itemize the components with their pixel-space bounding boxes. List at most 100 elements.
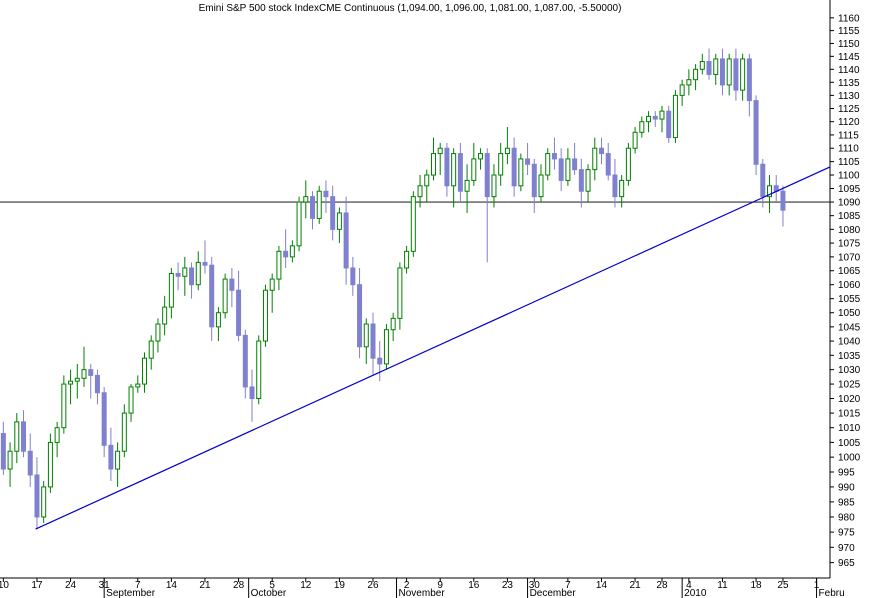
x-tick-label: 9 bbox=[437, 580, 443, 591]
candle-body bbox=[148, 340, 154, 359]
candle-body bbox=[578, 169, 584, 192]
y-tick-label: 1050 bbox=[838, 308, 861, 319]
candle-body bbox=[236, 289, 242, 336]
y-tick-label: 1085 bbox=[838, 211, 861, 222]
candle-body bbox=[14, 421, 20, 452]
y-tick-label: 975 bbox=[838, 528, 855, 539]
candle-body bbox=[289, 245, 295, 258]
y-tick-label: 1095 bbox=[838, 184, 861, 195]
x-tick-label: 5 bbox=[269, 580, 275, 591]
candle-body bbox=[478, 153, 484, 160]
candle-body bbox=[719, 58, 725, 86]
y-tick-label: 1150 bbox=[838, 39, 860, 50]
candle-body bbox=[733, 58, 739, 91]
candle-body bbox=[545, 153, 551, 176]
y-tick-label: 1030 bbox=[838, 365, 861, 376]
candle-body bbox=[168, 273, 174, 308]
y-tick-label: 1055 bbox=[838, 294, 861, 305]
y-tick-label: 1060 bbox=[838, 280, 861, 291]
candle-body bbox=[94, 374, 100, 394]
candle-body bbox=[0, 433, 6, 470]
x-tick-label: 28 bbox=[233, 580, 245, 591]
candle-body bbox=[128, 386, 134, 414]
candle-body bbox=[68, 380, 74, 385]
candle-body bbox=[370, 323, 376, 359]
y-tick-label: 1075 bbox=[838, 239, 861, 250]
y-tick-label: 1090 bbox=[838, 198, 861, 209]
y-tick-label: 1130 bbox=[838, 91, 860, 102]
x-tick-label: 23 bbox=[502, 580, 514, 591]
y-tick-label: 1045 bbox=[838, 322, 861, 333]
candle-body bbox=[316, 190, 322, 219]
x-tick-label: 24 bbox=[65, 580, 77, 591]
candle-body bbox=[262, 289, 268, 342]
candle-body bbox=[639, 121, 645, 133]
candle-body bbox=[202, 261, 208, 266]
candle-body bbox=[343, 212, 349, 269]
candle-body bbox=[283, 250, 289, 258]
candle-body bbox=[135, 383, 141, 388]
candle-body bbox=[383, 329, 389, 365]
candle-body bbox=[195, 261, 201, 286]
candle-body bbox=[632, 131, 638, 149]
candle-body bbox=[162, 306, 168, 325]
candle-body bbox=[404, 250, 410, 269]
month-label: December bbox=[530, 588, 577, 598]
x-tick-label: 21 bbox=[630, 580, 642, 591]
candle-body bbox=[612, 174, 618, 198]
candle-body bbox=[558, 158, 564, 181]
x-tick-label: 12 bbox=[300, 580, 312, 591]
y-tick-label: 1120 bbox=[838, 117, 860, 128]
candle-body bbox=[625, 147, 631, 181]
candle-body bbox=[101, 392, 107, 446]
candle-body bbox=[531, 163, 537, 198]
x-tick-label: 28 bbox=[656, 580, 668, 591]
y-tick-label: 1125 bbox=[838, 104, 860, 115]
candle-body bbox=[357, 284, 363, 348]
candle-body bbox=[598, 147, 604, 155]
candle-body bbox=[713, 58, 719, 75]
x-tick-label: 19 bbox=[334, 580, 346, 591]
candle-body bbox=[538, 174, 544, 198]
y-tick-label: 1035 bbox=[838, 351, 861, 362]
x-tick-label: 11 bbox=[717, 580, 728, 591]
y-tick-label: 980 bbox=[838, 512, 855, 523]
x-tick-label: 14 bbox=[596, 580, 608, 591]
candle-body bbox=[269, 278, 275, 291]
candle-body bbox=[746, 58, 752, 102]
candle-body bbox=[464, 179, 470, 192]
candle-body bbox=[518, 158, 524, 187]
month-label: 2010 bbox=[684, 588, 707, 598]
candle-body bbox=[619, 179, 625, 198]
candle-body bbox=[229, 278, 235, 291]
candle-body bbox=[363, 323, 369, 348]
y-tick-label: 1100 bbox=[838, 171, 860, 182]
x-tick-label: 14 bbox=[166, 580, 178, 591]
candle-body bbox=[336, 212, 342, 230]
candle-body bbox=[41, 486, 47, 518]
month-label: October bbox=[251, 588, 287, 598]
y-tick-label: 985 bbox=[838, 497, 855, 508]
candle-body bbox=[189, 267, 195, 286]
y-tick-label: 965 bbox=[838, 558, 855, 569]
candle-body bbox=[121, 412, 127, 452]
candle-body bbox=[296, 201, 302, 247]
x-tick-label: 21 bbox=[199, 580, 211, 591]
candle-body bbox=[74, 377, 80, 382]
candle-body bbox=[222, 278, 228, 314]
candle-body bbox=[437, 147, 443, 155]
y-tick-label: 1040 bbox=[838, 337, 861, 348]
candle-body bbox=[323, 190, 329, 198]
y-tick-label: 1065 bbox=[838, 266, 861, 277]
candle-body bbox=[155, 323, 161, 342]
candle-body bbox=[565, 158, 571, 181]
candle-body bbox=[350, 267, 356, 286]
candle-body bbox=[484, 153, 490, 198]
candle-body bbox=[525, 158, 531, 165]
candle-body bbox=[652, 115, 658, 120]
y-tick-label: 995 bbox=[838, 467, 855, 478]
candle-body bbox=[330, 196, 336, 230]
candle-body bbox=[141, 357, 147, 385]
candle-body bbox=[457, 153, 463, 192]
